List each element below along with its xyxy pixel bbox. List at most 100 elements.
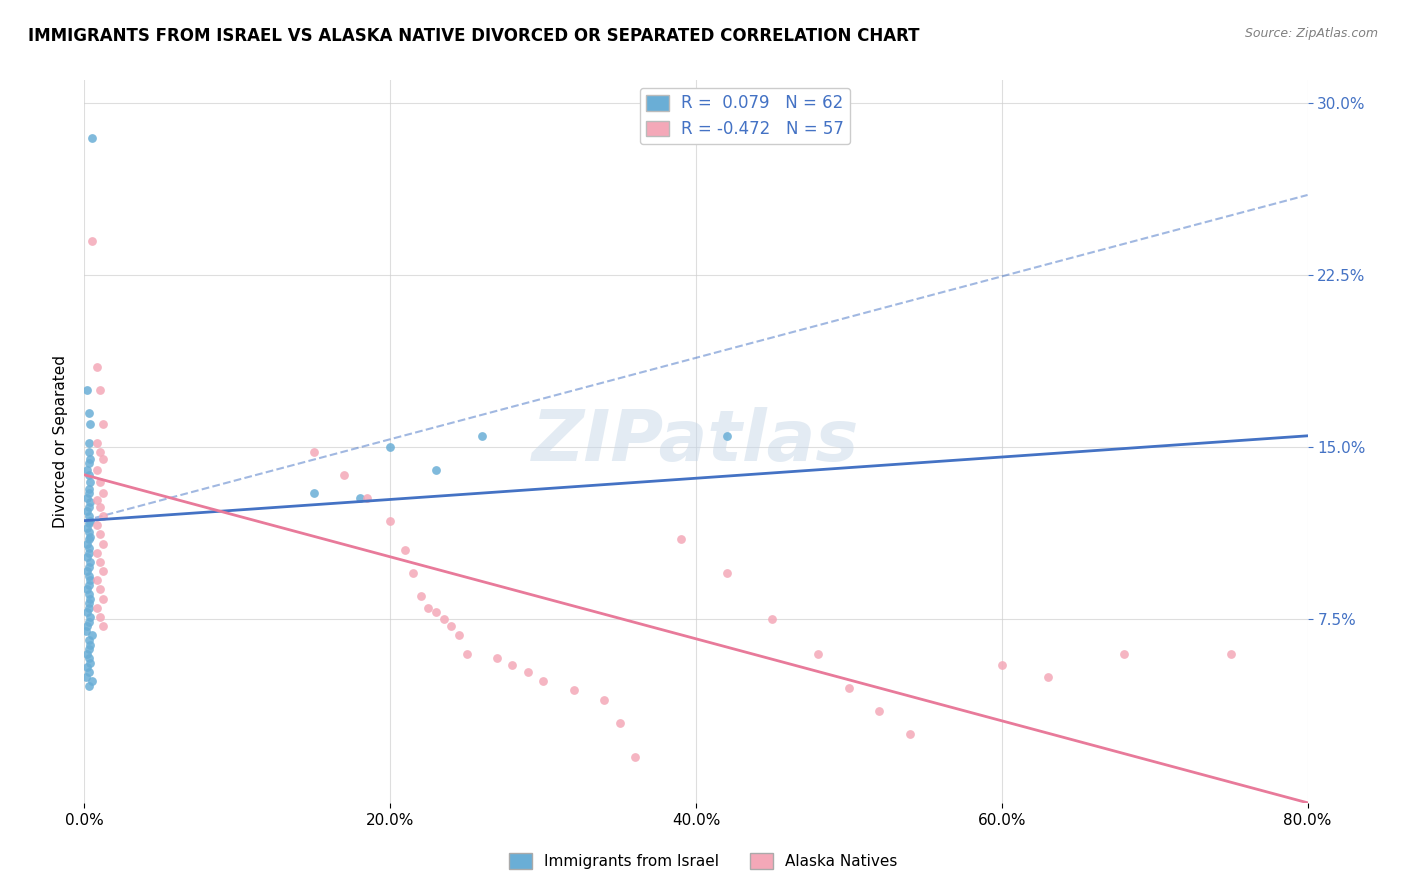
- Point: [716, 429, 738, 443]
- Point: [502, 658, 524, 673]
- Point: [79, 638, 101, 652]
- Point: [669, 532, 692, 546]
- Point: [89, 445, 111, 459]
- Point: [1220, 647, 1243, 661]
- Point: [380, 440, 402, 454]
- Point: [89, 610, 111, 624]
- Point: [86, 518, 108, 533]
- Point: [79, 610, 101, 624]
- Point: [86, 435, 108, 450]
- Point: [593, 692, 616, 706]
- Point: [80, 234, 103, 248]
- Point: [91, 509, 114, 524]
- Point: [79, 555, 101, 569]
- Point: [91, 486, 114, 500]
- Point: [349, 491, 371, 505]
- Text: Source: ZipAtlas.com: Source: ZipAtlas.com: [1244, 27, 1378, 40]
- Point: [77, 509, 100, 524]
- Point: [89, 527, 111, 541]
- Point: [838, 681, 860, 695]
- Point: [531, 674, 554, 689]
- Point: [77, 546, 100, 560]
- Point: [79, 656, 101, 670]
- Point: [516, 665, 538, 679]
- Point: [433, 612, 456, 626]
- Point: [77, 559, 100, 574]
- Point: [86, 359, 108, 374]
- Point: [79, 451, 101, 466]
- Point: [89, 582, 111, 597]
- Point: [77, 486, 100, 500]
- Point: [77, 596, 100, 610]
- Point: [89, 500, 111, 514]
- Point: [77, 467, 100, 482]
- Point: [76, 619, 98, 633]
- Point: [1114, 647, 1136, 661]
- Point: [79, 495, 101, 509]
- Point: [869, 704, 891, 718]
- Point: [77, 482, 100, 496]
- Point: [76, 564, 98, 578]
- Point: [77, 516, 100, 530]
- Point: [86, 546, 108, 560]
- Point: [77, 665, 100, 679]
- Text: IMMIGRANTS FROM ISRAEL VS ALASKA NATIVE DIVORCED OR SEPARATED CORRELATION CHART: IMMIGRANTS FROM ISRAEL VS ALASKA NATIVE …: [28, 27, 920, 45]
- Point: [76, 536, 98, 550]
- Point: [80, 130, 103, 145]
- Point: [75, 670, 97, 684]
- Point: [76, 463, 98, 477]
- Point: [486, 651, 509, 665]
- Point: [394, 543, 416, 558]
- Point: [77, 445, 100, 459]
- Point: [1036, 670, 1059, 684]
- Point: [77, 456, 100, 470]
- Point: [76, 660, 98, 674]
- Point: [77, 500, 100, 514]
- Point: [76, 383, 98, 397]
- Point: [77, 632, 100, 647]
- Point: [77, 651, 100, 665]
- Point: [991, 658, 1014, 673]
- Point: [79, 514, 101, 528]
- Point: [80, 628, 103, 642]
- Point: [333, 467, 356, 482]
- Point: [91, 451, 114, 466]
- Point: [86, 574, 108, 588]
- Point: [86, 493, 108, 508]
- Point: [79, 475, 101, 489]
- Point: [76, 491, 98, 505]
- Point: [89, 383, 111, 397]
- Point: [456, 647, 478, 661]
- Point: [91, 564, 114, 578]
- Point: [77, 587, 100, 601]
- Point: [77, 615, 100, 629]
- Point: [380, 514, 402, 528]
- Point: [609, 715, 631, 730]
- Point: [80, 674, 103, 689]
- Point: [79, 417, 101, 432]
- Point: [409, 590, 432, 604]
- Point: [77, 532, 100, 546]
- Point: [91, 619, 114, 633]
- Point: [356, 491, 378, 505]
- Legend: Immigrants from Israel, Alaska Natives: Immigrants from Israel, Alaska Natives: [503, 847, 903, 875]
- Point: [471, 429, 494, 443]
- Point: [77, 406, 100, 420]
- Point: [77, 568, 100, 582]
- Point: [76, 606, 98, 620]
- Point: [75, 624, 97, 638]
- Point: [77, 600, 100, 615]
- Point: [86, 463, 108, 477]
- Point: [76, 520, 98, 534]
- Point: [624, 750, 647, 764]
- Point: [91, 417, 114, 432]
- Point: [418, 600, 440, 615]
- Point: [79, 530, 101, 544]
- Point: [89, 555, 111, 569]
- Text: ZIPatlas: ZIPatlas: [533, 407, 859, 476]
- Point: [440, 619, 463, 633]
- Point: [76, 504, 98, 518]
- Point: [76, 647, 98, 661]
- Point: [562, 683, 585, 698]
- Point: [898, 727, 921, 741]
